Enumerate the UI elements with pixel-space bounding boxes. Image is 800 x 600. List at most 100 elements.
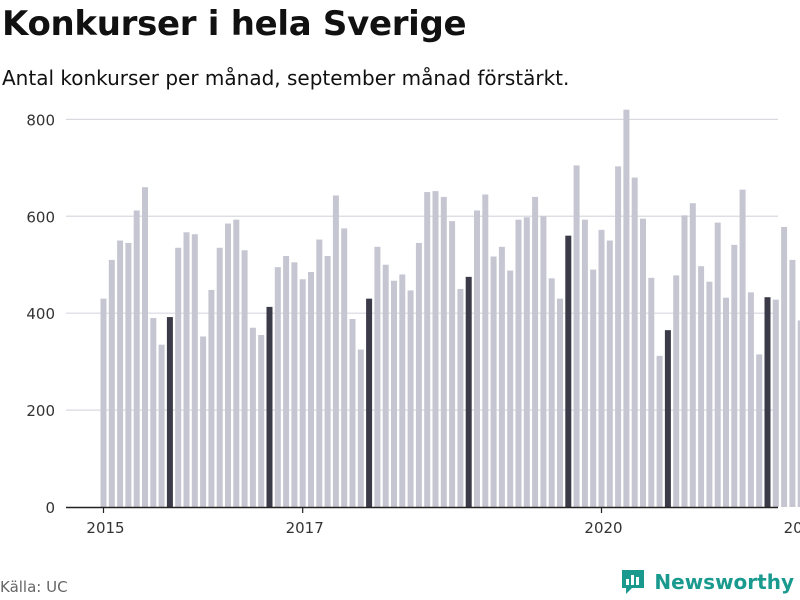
bar	[258, 334, 265, 507]
bar	[117, 240, 124, 507]
bar	[698, 266, 705, 507]
bar	[474, 210, 480, 507]
bar	[374, 246, 381, 507]
bar	[532, 196, 539, 507]
chart-title: Konkurser i hela Sverige	[2, 4, 467, 44]
bar	[573, 165, 580, 508]
bar	[266, 306, 273, 507]
bar	[233, 219, 240, 508]
bar	[183, 232, 190, 507]
bar	[457, 288, 464, 507]
bar	[515, 219, 522, 508]
bar	[291, 262, 298, 507]
bar	[200, 336, 207, 507]
x-tick-label: 2015	[86, 519, 124, 537]
bar	[507, 270, 514, 507]
bar	[465, 276, 472, 507]
bar	[664, 330, 671, 507]
bar	[764, 297, 771, 507]
bar	[208, 289, 215, 507]
bar	[581, 219, 588, 508]
bar	[739, 189, 746, 507]
bar	[673, 275, 680, 507]
bar	[565, 235, 572, 507]
bar	[150, 318, 157, 507]
bar	[216, 247, 223, 507]
bar	[125, 242, 132, 508]
x-tick-label: 2017	[286, 519, 324, 537]
bar	[316, 239, 323, 508]
bar	[382, 264, 389, 507]
bar	[283, 256, 290, 507]
bar	[631, 177, 638, 507]
x-axis: 2015 2017 2020 2022	[66, 506, 800, 537]
bar	[299, 279, 306, 507]
bar	[100, 298, 107, 507]
bar	[449, 221, 456, 507]
y-tick-label: 600	[26, 208, 55, 226]
bar	[332, 195, 339, 508]
bar	[498, 246, 505, 507]
x-tick-label: 2020	[584, 519, 622, 537]
y-tick-label: 400	[26, 305, 55, 323]
bar	[108, 259, 115, 507]
bar	[391, 280, 397, 507]
bar	[615, 166, 622, 507]
bar	[756, 354, 763, 507]
bar	[324, 256, 331, 507]
bar	[415, 242, 422, 508]
brand-name: Newsworthy	[654, 570, 794, 594]
bar	[706, 281, 713, 507]
bar	[366, 298, 373, 507]
bar	[241, 250, 248, 507]
bar	[399, 274, 406, 507]
bar	[714, 222, 721, 507]
bar	[308, 272, 314, 507]
bar	[349, 319, 356, 507]
bar	[523, 217, 530, 507]
bar	[772, 299, 779, 507]
bar	[407, 290, 414, 507]
bar	[789, 259, 796, 507]
bar	[424, 192, 431, 508]
bar	[781, 226, 788, 507]
bar	[590, 269, 597, 507]
bar	[640, 218, 646, 508]
bar	[681, 215, 688, 508]
bar	[623, 109, 630, 507]
x-tick-label: 2022	[784, 519, 800, 537]
bar	[357, 349, 364, 507]
bar	[656, 355, 663, 507]
bar	[747, 292, 754, 507]
newsworthy-logo-icon	[622, 570, 645, 594]
bar	[274, 267, 281, 507]
y-tick-label: 200	[26, 402, 55, 420]
bar	[482, 194, 489, 507]
bar	[166, 317, 173, 507]
bar	[540, 216, 547, 508]
y-tick-label: 0	[45, 499, 55, 517]
bar	[490, 256, 497, 507]
bar	[133, 210, 140, 507]
brand-link[interactable]: Newsworthy	[620, 568, 794, 596]
bar	[731, 244, 738, 507]
bar	[797, 320, 800, 507]
bar	[648, 277, 655, 507]
bar	[440, 196, 447, 507]
bar	[225, 223, 231, 507]
bar	[723, 297, 729, 507]
bar	[432, 191, 439, 508]
y-tick-label: 800	[26, 111, 55, 129]
bar	[175, 247, 182, 507]
y-axis-ticks: 0 200 400 600 800	[26, 111, 55, 517]
bar	[249, 327, 256, 507]
bar	[598, 229, 605, 507]
bar	[689, 203, 696, 508]
bar	[341, 228, 348, 507]
bar	[557, 298, 563, 507]
bar	[606, 240, 613, 507]
bar	[191, 234, 198, 508]
bars	[100, 109, 800, 508]
chart-subtitle: Antal konkurser per månad, september mån…	[2, 66, 570, 90]
